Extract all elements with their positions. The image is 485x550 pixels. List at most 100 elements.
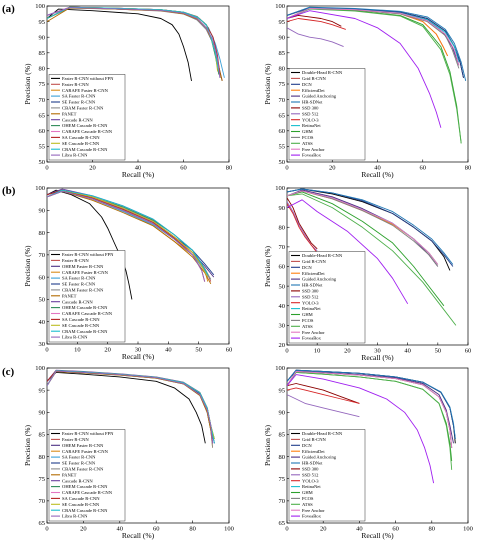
chart-panel-2: 0 20 40 60 80 50 55 60 65 70 75 80 85 90 95 100 Recall (… — [263, 3, 471, 179]
series-line — [287, 7, 464, 78]
legend-entry: Guided Anchoring — [302, 455, 337, 460]
series-line — [287, 371, 453, 448]
x-tick-label: 60 — [226, 347, 233, 354]
series-line — [47, 6, 220, 72]
row-label-b: (b) — [2, 185, 16, 197]
legend-entry: HR-SDNet — [302, 461, 323, 466]
legend-entry: Faster R-CNN without FPN — [62, 431, 114, 436]
y-tick-label: 70 — [279, 244, 286, 251]
series-layer — [287, 188, 457, 326]
series-line — [47, 370, 215, 440]
x-tick-label: 60 — [420, 165, 427, 172]
y-tick-label: 50 — [279, 159, 286, 166]
y-tick-label: 90 — [39, 207, 46, 214]
y-tick-label: 95 — [279, 19, 286, 26]
legend-entry: RetinaNet — [302, 123, 321, 128]
legend-box — [288, 68, 366, 161]
legend-entry: Faster R-CNN — [62, 258, 89, 263]
legend-entry: Faster R-CNN — [62, 437, 89, 442]
y-tick-label: 90 — [279, 34, 286, 41]
series-line — [287, 8, 449, 57]
x-tick-label: 60 — [465, 348, 472, 355]
chart-panel-5: 0 20 40 60 80 100 65 70 75 80 85 90 95 100 Recall (%) P… — [23, 365, 234, 540]
legend-entry: DCN — [302, 82, 312, 87]
x-tick-label: 100 — [463, 526, 473, 533]
legend-entry: SA Faster R-CNN — [62, 455, 96, 460]
legend-entry: CARAFE Faster R-CNN — [62, 88, 109, 93]
legend-entry: DCN — [302, 265, 312, 270]
x-tick-label: 40 — [135, 165, 142, 172]
legend-entry: SE Faster R-CNN — [62, 461, 96, 466]
chart-panel-1: 0 20 40 60 80 50 55 60 65 70 75 80 85 90 95 100 Recall (… — [23, 3, 232, 179]
legend-entry: Double-Head R-CNN — [302, 253, 343, 258]
x-tick-label: 10 — [314, 348, 321, 355]
chart-panel-6: 0 20 40 60 80 100 65 70 75 80 85 90 95 100 Recall (%) P… — [263, 365, 473, 540]
legend-entry: SSD 300 — [302, 467, 319, 472]
legend-entry: HR-SDNet — [302, 283, 323, 288]
y-axis-label: Precision (%) — [23, 245, 32, 287]
legend-entry: Faster R-CNN without FPN — [62, 252, 114, 257]
legend-entry: SA Cascade R-CNN — [62, 317, 100, 322]
legend-entry: RetinaNet — [302, 306, 321, 311]
chart-panel-3: 0 10 20 30 40 50 60 30 40 50 60 70 80 90 100 Recall (%)… — [23, 185, 232, 361]
y-tick-label: 70 — [279, 97, 286, 104]
legend-entry: RetinaNet — [302, 484, 321, 489]
row-label-a: (a) — [2, 3, 15, 15]
x-tick-label: 0 — [45, 526, 48, 533]
y-tick-label: 20 — [279, 342, 286, 349]
y-tick-label: 100 — [35, 185, 45, 192]
plot-frame — [46, 367, 230, 524]
x-tick-label: 20 — [329, 165, 336, 172]
series-line — [287, 7, 460, 63]
series-line — [287, 14, 342, 27]
y-tick-label: 75 — [279, 81, 286, 88]
y-tick-label: 80 — [279, 454, 286, 461]
legend-entry: CARAFE Faster R-CNN — [62, 449, 109, 454]
legend-entry: Cascade R-CNN — [62, 478, 93, 483]
legend-entry: SA Cascade R-CNN — [62, 496, 100, 501]
y-tick-label: 55 — [39, 144, 46, 151]
series-line — [47, 370, 215, 440]
legend-entry: Grid R-CNN — [302, 437, 327, 442]
legend-entry: FCOS — [302, 496, 314, 501]
legend-entry: SSD 512 — [302, 294, 319, 299]
x-tick-label: 60 — [180, 165, 187, 172]
legend-entry: SSD 300 — [302, 289, 319, 294]
y-tick-label: 65 — [39, 520, 46, 527]
y-tick-label: 95 — [39, 19, 46, 26]
legend-entry: YOLO-3 — [302, 478, 319, 483]
legend-entry: SE Faster R-CNN — [62, 282, 96, 287]
x-tick-label: 30 — [374, 348, 381, 355]
series-line — [287, 18, 346, 30]
x-axis-label: Recall (%) — [361, 531, 394, 540]
x-tick-label: 80 — [429, 526, 436, 533]
legend-entry: SA Faster R-CNN — [62, 94, 96, 99]
series-line — [47, 370, 214, 444]
series-line — [287, 6, 467, 82]
legend-entry: Guided Anchoring — [302, 94, 337, 99]
legend-entry: EfficientDet — [302, 88, 325, 93]
legend-entry: PANET — [62, 472, 77, 477]
series-line — [287, 199, 409, 305]
x-tick-label: 0 — [45, 347, 48, 354]
legend-entry: CBAM Cascade R-CNN — [62, 329, 108, 334]
series-line — [287, 191, 445, 307]
legend-entry: Faster R-CNN without FPN — [62, 76, 114, 81]
legend-entry: SA Cascade R-CNN — [62, 135, 100, 140]
legend-entry: Free Anchor — [302, 508, 325, 513]
series-layer — [47, 369, 215, 448]
legend-entry: Double-Head R-CNN — [302, 70, 343, 75]
legend-entry: PANET — [62, 111, 77, 116]
series-line — [47, 7, 221, 78]
legend-entry: CARAFE Cascade R-CNN — [62, 490, 113, 495]
legend-entry: GHM — [302, 312, 313, 317]
y-tick-label: 100 — [35, 365, 45, 372]
y-tick-label: 75 — [279, 476, 286, 483]
legend-entry: Grid R-CNN — [302, 259, 327, 264]
legend-entry: OHEM Faster R-CNN — [62, 264, 104, 269]
